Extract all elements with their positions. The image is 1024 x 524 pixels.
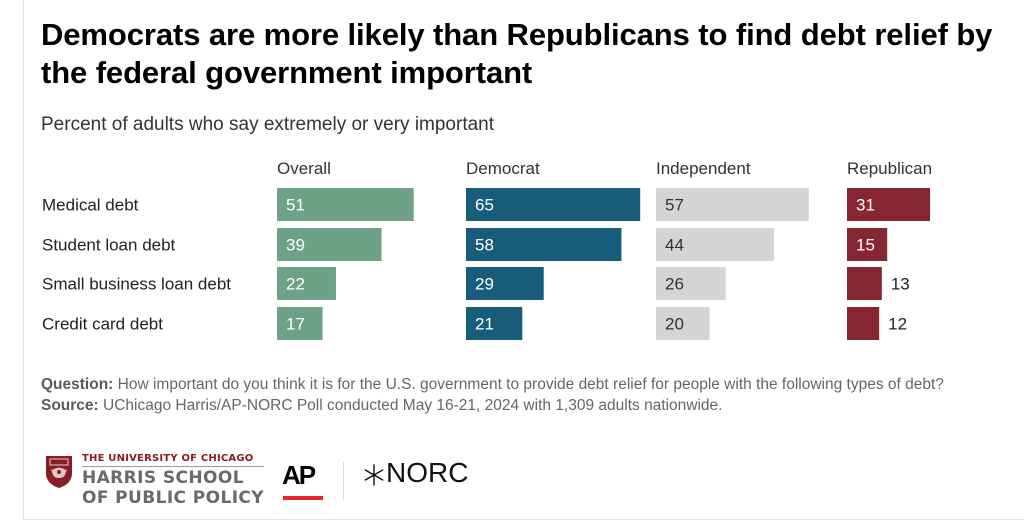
source-text: UChicago Harris/AP-NORC Poll conducted M…	[98, 397, 723, 414]
bar-democrat-medical-debt	[466, 188, 641, 221]
value-label-overall-medical-debt: 51	[286, 196, 305, 215]
value-label-republican-small-business-loan-debt: 13	[891, 275, 910, 294]
bar-republican-credit-card-debt	[847, 307, 880, 340]
bar-independent-small-business-loan-debt	[656, 267, 726, 300]
column-header-democrat: Democrat	[466, 159, 540, 178]
value-label-overall-student-loan-debt: 39	[286, 236, 305, 255]
uchicago-wordmark: THE UNIVERSITY OF CHICAGO	[82, 453, 265, 467]
question-text: How important do you think it is for the…	[113, 376, 944, 393]
value-label-republican-medical-debt: 31	[856, 196, 875, 215]
logo-strip: THE UNIVERSITY OF CHICAGO HARRIS SCHOOL …	[41, 450, 641, 510]
column-header-overall: Overall	[277, 159, 331, 178]
value-label-democrat-student-loan-debt: 58	[475, 236, 494, 255]
bar-independent-credit-card-debt	[656, 307, 710, 340]
bar-overall-medical-debt	[277, 188, 414, 221]
harris-line-1: HARRIS SCHOOL	[82, 468, 244, 488]
value-label-independent-medical-debt: 57	[665, 196, 684, 215]
chart-title: Democrats are more likely than Republica…	[41, 17, 993, 90]
category-label-medical-debt: Medical debt	[42, 196, 139, 215]
norc-star-icon	[364, 464, 384, 486]
bar-overall-credit-card-debt	[277, 307, 323, 340]
source-note: Source: UChicago Harris/AP-NORC Poll con…	[41, 395, 1001, 416]
value-label-overall-credit-card-debt: 17	[286, 315, 305, 334]
bar-democrat-small-business-loan-debt	[466, 267, 544, 300]
ap-logo: AP	[282, 460, 316, 490]
category-label-small-business-loan-debt: Small business loan debt	[42, 275, 231, 294]
value-label-overall-small-business-loan-debt: 22	[286, 275, 305, 294]
value-label-republican-credit-card-debt: 12	[888, 315, 907, 334]
bar-democrat-credit-card-debt	[466, 307, 523, 340]
question-note: Question: How important do you think it …	[41, 374, 1001, 395]
value-label-independent-student-loan-debt: 44	[665, 236, 684, 255]
bar-democrat-student-loan-debt	[466, 228, 622, 261]
value-label-democrat-small-business-loan-debt: 29	[475, 275, 494, 294]
bar-republican-medical-debt	[847, 188, 931, 221]
uchicago-harris-logo: THE UNIVERSITY OF CHICAGO HARRIS SCHOOL …	[82, 453, 265, 508]
source-label: Source:	[41, 397, 99, 414]
value-label-democrat-credit-card-debt: 21	[475, 315, 494, 334]
uchicago-shield-icon	[46, 456, 72, 488]
bar-overall-student-loan-debt	[277, 228, 382, 261]
category-label-student-loan-debt: Student loan debt	[42, 236, 176, 255]
chart-subtitle: Percent of adults who say extremely or v…	[41, 114, 495, 135]
norc-logo: NORC	[386, 457, 469, 488]
bar-independent-medical-debt	[656, 188, 809, 221]
value-label-independent-credit-card-debt: 20	[665, 315, 684, 334]
bar-republican-small-business-loan-debt	[847, 267, 882, 300]
bar-independent-student-loan-debt	[656, 228, 774, 261]
chart-notes: Question: How important do you think it …	[41, 374, 1001, 416]
column-header-republican: Republican	[847, 159, 932, 178]
bar-chart: Medical debt Student loan debt Small busin…	[42, 159, 932, 340]
bar-republican-student-loan-debt	[847, 228, 888, 261]
value-label-democrat-medical-debt: 65	[475, 196, 494, 215]
value-label-independent-small-business-loan-debt: 26	[665, 275, 684, 294]
question-label: Question:	[41, 376, 114, 393]
column-header-independent: Independent	[656, 159, 751, 178]
category-label-credit-card-debt: Credit card debt	[42, 315, 163, 334]
harris-line-2: OF PUBLIC POLICY	[82, 488, 265, 508]
ap-underline	[283, 496, 323, 500]
value-label-republican-student-loan-debt: 15	[856, 236, 875, 255]
logo-divider	[343, 462, 344, 500]
bar-overall-small-business-loan-debt	[277, 267, 336, 300]
